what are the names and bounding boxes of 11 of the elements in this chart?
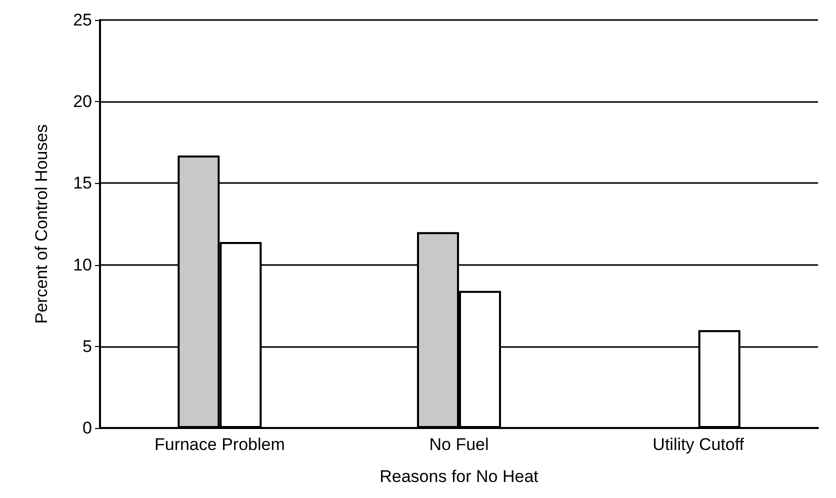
y-tick-label: 20 bbox=[73, 92, 92, 112]
y-axis-title: Percent of Control Houses bbox=[32, 124, 51, 324]
x-axis-title: Reasons for No Heat bbox=[380, 467, 539, 486]
y-tick-label: 0 bbox=[82, 418, 92, 438]
y-tick-label: 15 bbox=[73, 174, 92, 193]
x-tick-label: No Fuel bbox=[429, 435, 489, 454]
y-tick-label: 5 bbox=[82, 336, 92, 356]
x-tick-label: Furnace Problem bbox=[154, 435, 285, 454]
y-tick-label: 10 bbox=[73, 255, 92, 274]
y-tick-label: 25 bbox=[73, 10, 92, 30]
x-tick-label: Utility Cutoff bbox=[652, 435, 744, 454]
